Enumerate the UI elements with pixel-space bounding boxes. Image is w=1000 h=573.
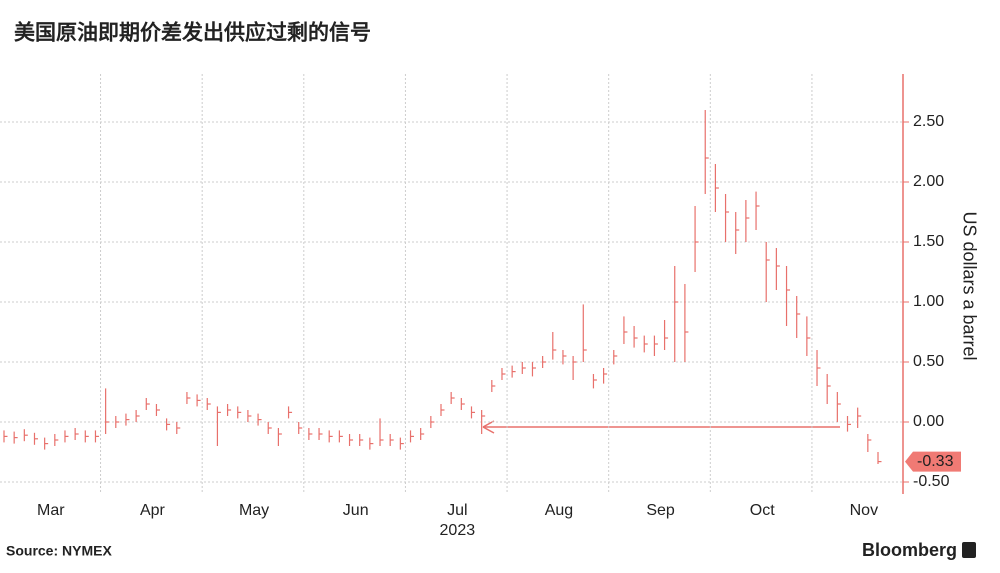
y-tick-label: 0.50 — [913, 353, 944, 370]
x-tick-label: May — [239, 502, 269, 519]
last-value-flag — [905, 451, 961, 472]
x-tick-label: Aug — [545, 502, 573, 519]
last-value-label: -0.33 — [917, 453, 954, 470]
x-tick-label: Sep — [646, 502, 675, 519]
chart-title: 美国原油即期价差发出供应过剩的信号 — [14, 21, 371, 45]
x-tick-label: Mar — [37, 502, 65, 519]
y-axis-label: US dollars a barrel — [959, 211, 979, 360]
source: Source: NYMEX — [6, 543, 112, 559]
y-tick-label: 1.00 — [913, 293, 944, 310]
y-tick-label: -0.50 — [913, 473, 950, 490]
y-tick-label: 2.50 — [913, 113, 944, 130]
brand: Bloomberg — [862, 540, 957, 560]
year-label: 2023 — [440, 522, 476, 539]
brand-icon — [962, 542, 976, 558]
x-tick-label: Jun — [343, 502, 369, 519]
x-tick-label: Apr — [140, 502, 166, 519]
x-tick-label: Nov — [850, 502, 878, 519]
x-tick-label: Oct — [750, 502, 775, 519]
y-tick-label: 1.50 — [913, 233, 944, 250]
y-tick-label: 0.00 — [913, 413, 944, 430]
y-tick-label: 2.00 — [913, 173, 944, 190]
x-tick-label: Jul — [447, 502, 467, 519]
